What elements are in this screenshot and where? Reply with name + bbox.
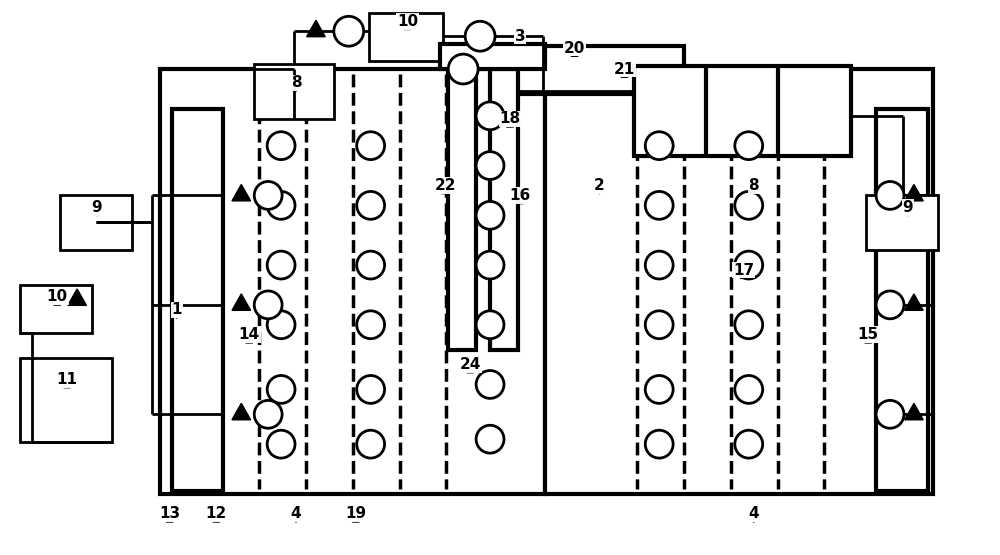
Text: 16: 16: [509, 188, 531, 203]
Text: 13: 13: [159, 506, 180, 521]
Circle shape: [645, 311, 673, 339]
Polygon shape: [905, 294, 923, 310]
Text: 12: 12: [206, 506, 227, 521]
Circle shape: [735, 251, 763, 279]
Ellipse shape: [334, 16, 364, 46]
Ellipse shape: [448, 54, 478, 84]
Ellipse shape: [254, 181, 282, 209]
Ellipse shape: [876, 400, 904, 428]
Circle shape: [476, 251, 504, 279]
Bar: [490, 69, 518, 350]
Circle shape: [735, 191, 763, 219]
Text: 9: 9: [92, 200, 102, 215]
Ellipse shape: [876, 291, 904, 319]
Circle shape: [267, 376, 295, 403]
Circle shape: [267, 251, 295, 279]
Bar: [60, 195, 132, 250]
Bar: [448, 69, 476, 350]
Text: 1: 1: [171, 302, 182, 317]
Text: 8: 8: [748, 178, 759, 193]
Text: 4: 4: [748, 506, 759, 521]
Text: 9: 9: [903, 200, 913, 215]
Text: 8: 8: [291, 75, 301, 90]
Circle shape: [357, 191, 385, 219]
Bar: [545, 69, 933, 494]
Circle shape: [645, 132, 673, 160]
Circle shape: [735, 132, 763, 160]
Ellipse shape: [254, 400, 282, 428]
Bar: [440, 44, 545, 69]
Bar: [160, 69, 545, 494]
Bar: [876, 109, 928, 491]
Polygon shape: [307, 21, 325, 37]
Circle shape: [645, 376, 673, 403]
Circle shape: [645, 251, 673, 279]
Bar: [866, 195, 938, 250]
Circle shape: [357, 132, 385, 160]
Circle shape: [645, 191, 673, 219]
Text: 15: 15: [858, 327, 879, 342]
Circle shape: [357, 311, 385, 339]
Ellipse shape: [254, 291, 282, 319]
Bar: [20, 357, 112, 442]
Circle shape: [735, 311, 763, 339]
Circle shape: [357, 376, 385, 403]
Circle shape: [735, 430, 763, 458]
Polygon shape: [68, 289, 86, 305]
Text: 18: 18: [499, 112, 521, 127]
Polygon shape: [232, 184, 251, 201]
Text: 22: 22: [435, 178, 456, 193]
Circle shape: [267, 430, 295, 458]
Circle shape: [476, 371, 504, 398]
Circle shape: [476, 201, 504, 229]
Bar: [505, 46, 684, 94]
Polygon shape: [905, 184, 923, 201]
Text: 21: 21: [614, 62, 635, 77]
Circle shape: [476, 425, 504, 453]
Bar: [369, 13, 443, 61]
Text: 4: 4: [291, 506, 301, 521]
Circle shape: [267, 191, 295, 219]
Circle shape: [267, 132, 295, 160]
Circle shape: [357, 251, 385, 279]
Ellipse shape: [465, 21, 495, 51]
Bar: [254, 64, 334, 119]
Text: 20: 20: [564, 41, 585, 56]
Text: 3: 3: [515, 29, 525, 44]
Text: 2: 2: [594, 178, 605, 193]
Bar: [634, 66, 851, 155]
Circle shape: [476, 152, 504, 179]
Text: 10: 10: [397, 14, 418, 29]
Circle shape: [645, 430, 673, 458]
Bar: [20, 285, 92, 332]
Circle shape: [735, 376, 763, 403]
Circle shape: [476, 102, 504, 130]
Circle shape: [267, 311, 295, 339]
Text: 24: 24: [459, 357, 481, 372]
Polygon shape: [232, 294, 251, 310]
Text: 11: 11: [57, 372, 78, 387]
Circle shape: [357, 430, 385, 458]
Ellipse shape: [876, 181, 904, 209]
Polygon shape: [232, 403, 251, 420]
Text: 17: 17: [733, 263, 754, 278]
Text: 19: 19: [345, 506, 366, 521]
Circle shape: [476, 311, 504, 339]
Text: 10: 10: [47, 289, 68, 304]
Bar: [172, 109, 223, 491]
Polygon shape: [905, 403, 923, 420]
Text: 14: 14: [239, 327, 260, 342]
